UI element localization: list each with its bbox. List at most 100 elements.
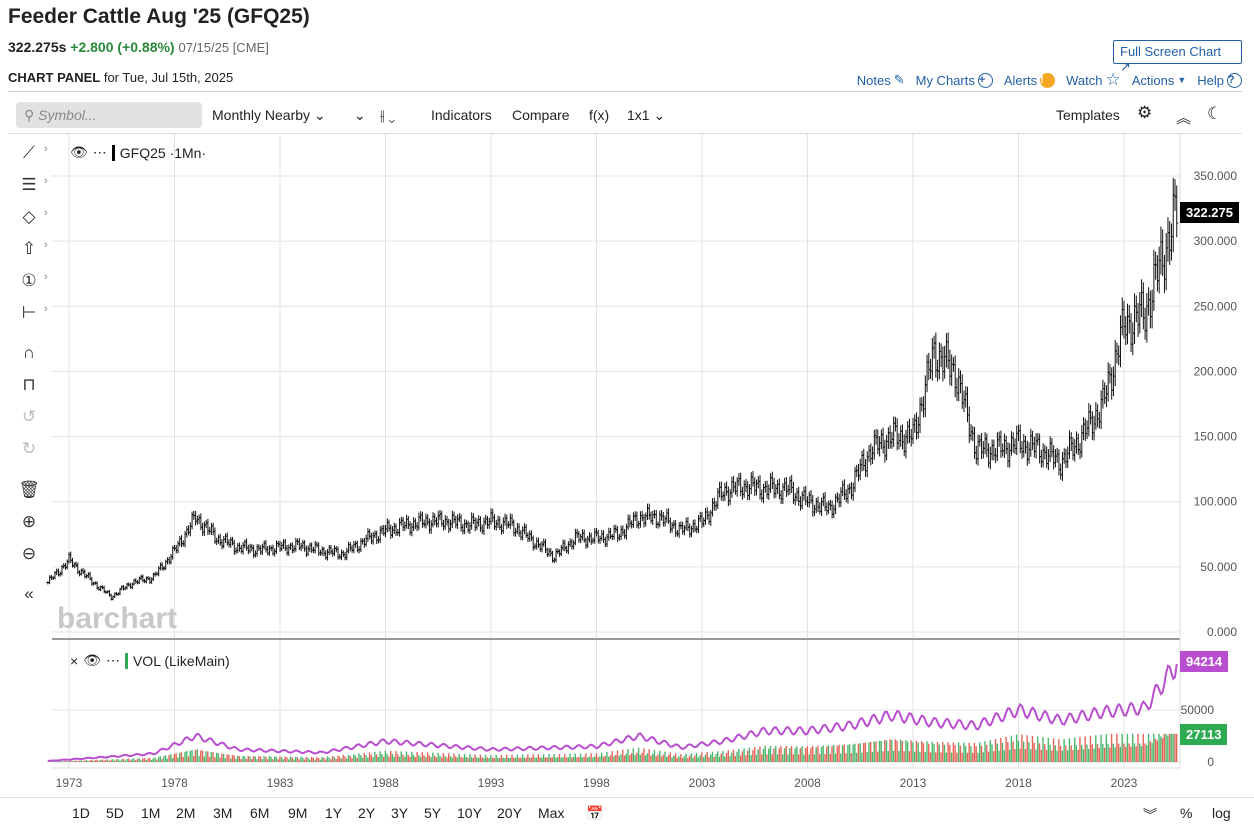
volume-bar [794, 748, 796, 762]
compare-button[interactable]: Compare [512, 107, 570, 123]
volume-bar [252, 756, 255, 762]
volume-bar [887, 750, 889, 762]
more-icon[interactable]: ⋯ [105, 652, 120, 668]
divider [8, 91, 1242, 92]
price-tick-label: 300.000 [1194, 234, 1238, 248]
symbol-search-input[interactable]: ⚲ Symbol... [16, 102, 202, 128]
range-3m[interactable]: 3M [213, 805, 233, 821]
range-9m[interactable]: 9M [288, 805, 308, 821]
volume-bar [625, 753, 627, 762]
magnet-icon[interactable]: ∩ [22, 343, 36, 362]
templates-button[interactable]: Templates [1056, 107, 1120, 123]
calendar-icon[interactable]: 📅 [586, 805, 604, 821]
volume-bar [629, 755, 631, 762]
range-5d[interactable]: 5D [106, 805, 124, 821]
volume-bar [655, 756, 657, 762]
volume-bar [133, 758, 135, 762]
range-10y[interactable]: 10Y [457, 805, 482, 821]
volume-bar [913, 751, 916, 762]
collapse-up-icon[interactable]: ︽ [1176, 110, 1192, 127]
volume-bar [1038, 743, 1041, 762]
unlock-icon[interactable]: ⊓ [22, 375, 36, 394]
volume-bar [439, 755, 441, 762]
range-max[interactable]: Max [538, 805, 565, 821]
volume-bar [1153, 733, 1155, 762]
volume-bar [871, 751, 874, 762]
help-link[interactable]: Help? [1197, 70, 1242, 90]
arrow-up-tool-icon[interactable]: ⇧ › [21, 239, 48, 258]
trash-icon[interactable]: 🗑 [18, 480, 40, 499]
range-2m[interactable]: 2M [176, 805, 196, 821]
shapes-tool-icon[interactable]: ◇ › [22, 207, 48, 226]
range-2y[interactable]: 2Y [358, 805, 376, 821]
fibonacci-tool-icon[interactable]: ☰ › [21, 175, 48, 194]
measure-tool-icon[interactable]: ⊢ › [21, 303, 48, 322]
settings-gear-icon[interactable]: ⚙ [1137, 103, 1153, 122]
volume-bar [572, 757, 575, 762]
volume-bar [534, 757, 536, 762]
volume-bar [286, 757, 288, 762]
annotation-number-icon[interactable]: ① › [21, 271, 48, 290]
volume-bar [831, 746, 833, 762]
watch-link[interactable]: Watch ☆ [1066, 70, 1121, 90]
price-chart[interactable]: 0.000 50.000 100.000 150.000 200.000 250.000 3… [0, 134, 1254, 797]
volume-bar [261, 759, 264, 762]
zoom-in-icon[interactable]: ⊕ [21, 512, 37, 531]
volume-bar [372, 757, 374, 762]
range-3y[interactable]: 3Y [391, 805, 409, 821]
log-scale-toggle[interactable]: log [1212, 805, 1231, 821]
trendline-tool-icon[interactable]: ⟋ › [23, 143, 48, 162]
eye-icon[interactable]: 👁 [83, 652, 101, 668]
dark-mode-moon-icon[interactable]: ☾ [1207, 104, 1223, 123]
volume-bar [244, 756, 246, 762]
notes-link[interactable]: Notes ✎ [857, 70, 905, 90]
volume-bar [557, 757, 559, 762]
range-20y[interactable]: 20Y [497, 805, 522, 821]
scroll-to-end-icon[interactable]: ︾ [1143, 807, 1157, 823]
volume-series-label[interactable]: VOL (LikeMain) [132, 652, 230, 669]
undo-icon[interactable]: ↺ [21, 407, 37, 426]
period-dropdown[interactable]: Monthly Nearby ⌄ [212, 107, 326, 124]
actions-menu[interactable]: Actions ▼ [1132, 70, 1187, 90]
volume-bar [237, 755, 239, 762]
percent-scale-toggle[interactable]: % [1180, 805, 1193, 821]
range-5y[interactable]: 5Y [424, 805, 442, 821]
range-1d[interactable]: 1D [72, 805, 90, 821]
alerts-link[interactable]: Alerts! [1004, 70, 1056, 90]
redo-icon[interactable]: ↻ [21, 439, 37, 458]
function-button[interactable]: f(x) [589, 107, 610, 123]
volume-bar [898, 751, 900, 762]
volume-bar [251, 759, 253, 762]
eye-icon[interactable]: 👁 [70, 144, 88, 160]
range-1m[interactable]: 1M [141, 805, 161, 821]
close-icon[interactable]: × [70, 652, 79, 669]
volume-bar [193, 755, 195, 762]
chart-options-dropdown[interactable]: ⌄ [354, 107, 366, 124]
volume-last-badge: 94214 [1180, 651, 1229, 672]
more-icon[interactable]: ⋯ [92, 144, 107, 160]
volume-bar [149, 757, 151, 762]
collapse-sidebar-icon[interactable]: « [24, 584, 34, 603]
indicators-button[interactable]: Indicators [431, 107, 492, 123]
volume-bar [623, 755, 626, 762]
range-1y[interactable]: 1Y [325, 805, 343, 821]
volume-bar [191, 750, 193, 762]
x-tick-label: 1978 [161, 776, 188, 790]
volume-bar [857, 743, 860, 762]
layout-dropdown[interactable]: 1x1 ⌄ [627, 107, 665, 124]
volume-bar [265, 756, 267, 762]
range-6m[interactable]: 6M [250, 805, 270, 821]
volume-bar [68, 760, 70, 762]
volume-bar [126, 759, 128, 762]
volume-bar [287, 759, 290, 762]
volume-bar [560, 757, 562, 762]
zoom-out-icon[interactable]: ⊖ [21, 544, 37, 563]
volume-bar [497, 757, 499, 762]
volume-bar [460, 756, 462, 762]
volume-bar [1119, 747, 1122, 762]
chart-type-dropdown[interactable]: ⫲ ⌄ [380, 107, 395, 124]
volume-bar [718, 756, 721, 762]
price-series-label[interactable]: GFQ25 ·1Mn· [119, 144, 207, 161]
full-screen-chart-button[interactable]: Full Screen Chart ↗ [1113, 40, 1242, 74]
my-charts-link[interactable]: My Charts + [916, 70, 993, 90]
